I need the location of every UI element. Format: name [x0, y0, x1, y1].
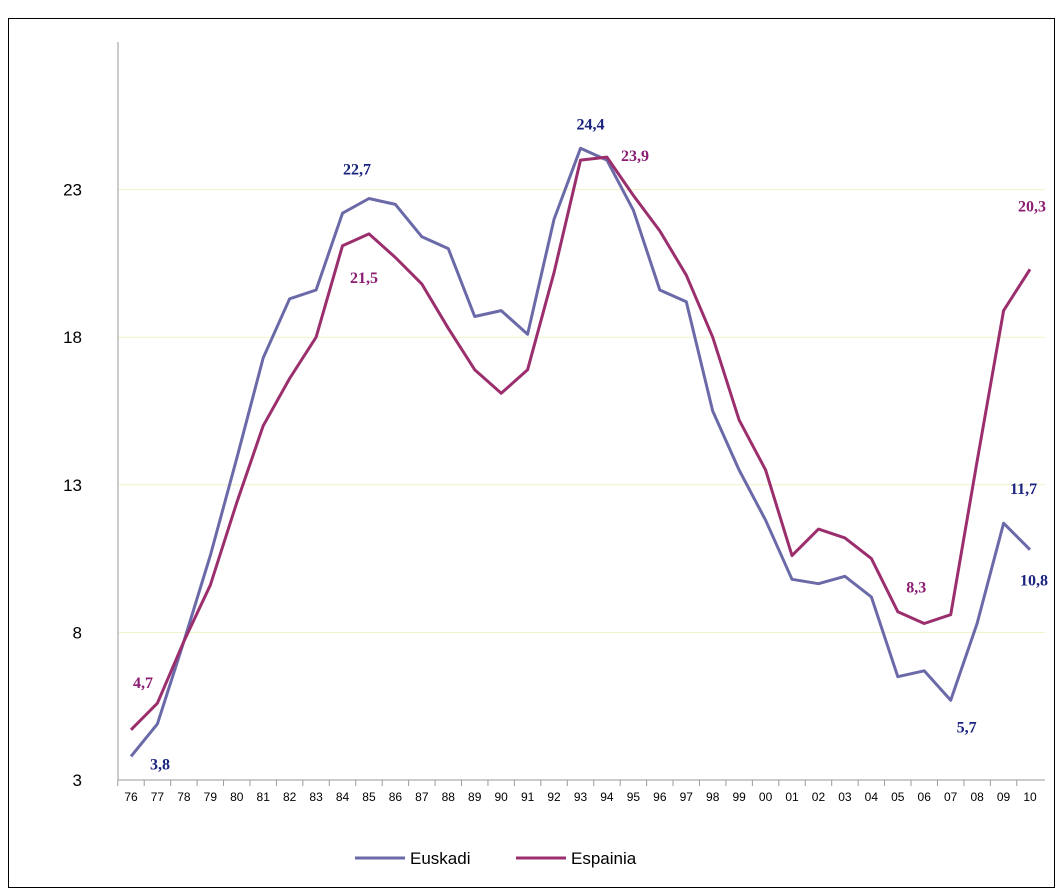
axes: 3 8 13 18 23 76 77 78 79 80 81 82 83 84 85 86 87 88 89 90 91…	[63, 42, 1045, 804]
series-lines	[129, 146, 1032, 758]
x-tick-label: 92	[547, 790, 561, 804]
x-tick-label: 89	[468, 790, 482, 804]
data-labels: 3,8 22,7 24,4 5,7 11,7 10,8 4,7 21,5 23,9 8,3 20,3	[133, 116, 1048, 773]
x-tick-label: 85	[362, 790, 376, 804]
y-tick-label: 3	[73, 771, 82, 790]
x-tick-label: 06	[918, 790, 932, 804]
x-tick-label: 10	[1023, 790, 1037, 804]
x-tick-label: 99	[732, 790, 746, 804]
x-tick-label: 88	[442, 790, 456, 804]
x-tick-label: 76	[124, 790, 138, 804]
x-tick-label: 91	[521, 790, 535, 804]
x-tick-label: 00	[759, 790, 773, 804]
x-tick-label: 82	[283, 790, 297, 804]
y-tick-label: 18	[63, 328, 82, 347]
x-tick-label: 83	[309, 790, 323, 804]
chart-frame	[8, 18, 1055, 888]
x-tick-label: 80	[230, 790, 244, 804]
legend-label-espainia: Espainia	[571, 849, 637, 868]
x-tick-label: 09	[997, 790, 1011, 804]
x-tick-label: 84	[336, 790, 350, 804]
x-tick-label: 96	[653, 790, 667, 804]
x-tick-label: 07	[944, 790, 958, 804]
y-tick-label: 23	[63, 181, 82, 200]
x-tick-label: 78	[177, 790, 191, 804]
x-tick-label: 90	[494, 790, 508, 804]
x-tick-label: 97	[680, 790, 694, 804]
data-label-euskadi: 5,7	[957, 719, 977, 736]
x-tick-label: 01	[785, 790, 799, 804]
legend: Euskadi Espainia	[355, 849, 637, 868]
data-label-euskadi: 10,8	[1020, 573, 1048, 590]
y-tick-label: 8	[73, 623, 82, 642]
data-label-espainia: 8,3	[906, 580, 926, 597]
x-tick-label: 02	[812, 790, 826, 804]
x-tick-label: 04	[865, 790, 879, 804]
x-tick-label: 05	[891, 790, 905, 804]
y-tick-label: 13	[63, 476, 82, 495]
x-tick-label: 77	[151, 790, 165, 804]
x-tick-label: 98	[706, 790, 720, 804]
gridlines	[118, 189, 1045, 633]
x-tick-label: 81	[257, 790, 271, 804]
x-tick-label: 08	[970, 790, 984, 804]
x-tick-label: 93	[574, 790, 588, 804]
x-tick-label: 86	[389, 790, 403, 804]
x-tick-label: 95	[627, 790, 641, 804]
series-line-euskadi	[129, 146, 1032, 758]
x-tick-label: 03	[838, 790, 852, 804]
x-tick-label: 79	[204, 790, 218, 804]
x-tick-label: 87	[415, 790, 429, 804]
data-label-espainia: 23,9	[621, 148, 649, 165]
data-label-espainia: 4,7	[133, 675, 153, 692]
series-line-espainia	[129, 155, 1032, 731]
data-label-espainia: 21,5	[350, 270, 378, 287]
legend-label-euskadi: Euskadi	[410, 849, 470, 868]
data-label-euskadi: 11,7	[1010, 481, 1037, 498]
x-tick-label: 94	[600, 790, 614, 804]
data-label-euskadi: 3,8	[150, 756, 170, 773]
data-label-espainia: 20,3	[1018, 198, 1046, 215]
data-label-euskadi: 22,7	[343, 161, 371, 178]
data-label-euskadi: 24,4	[577, 116, 605, 133]
